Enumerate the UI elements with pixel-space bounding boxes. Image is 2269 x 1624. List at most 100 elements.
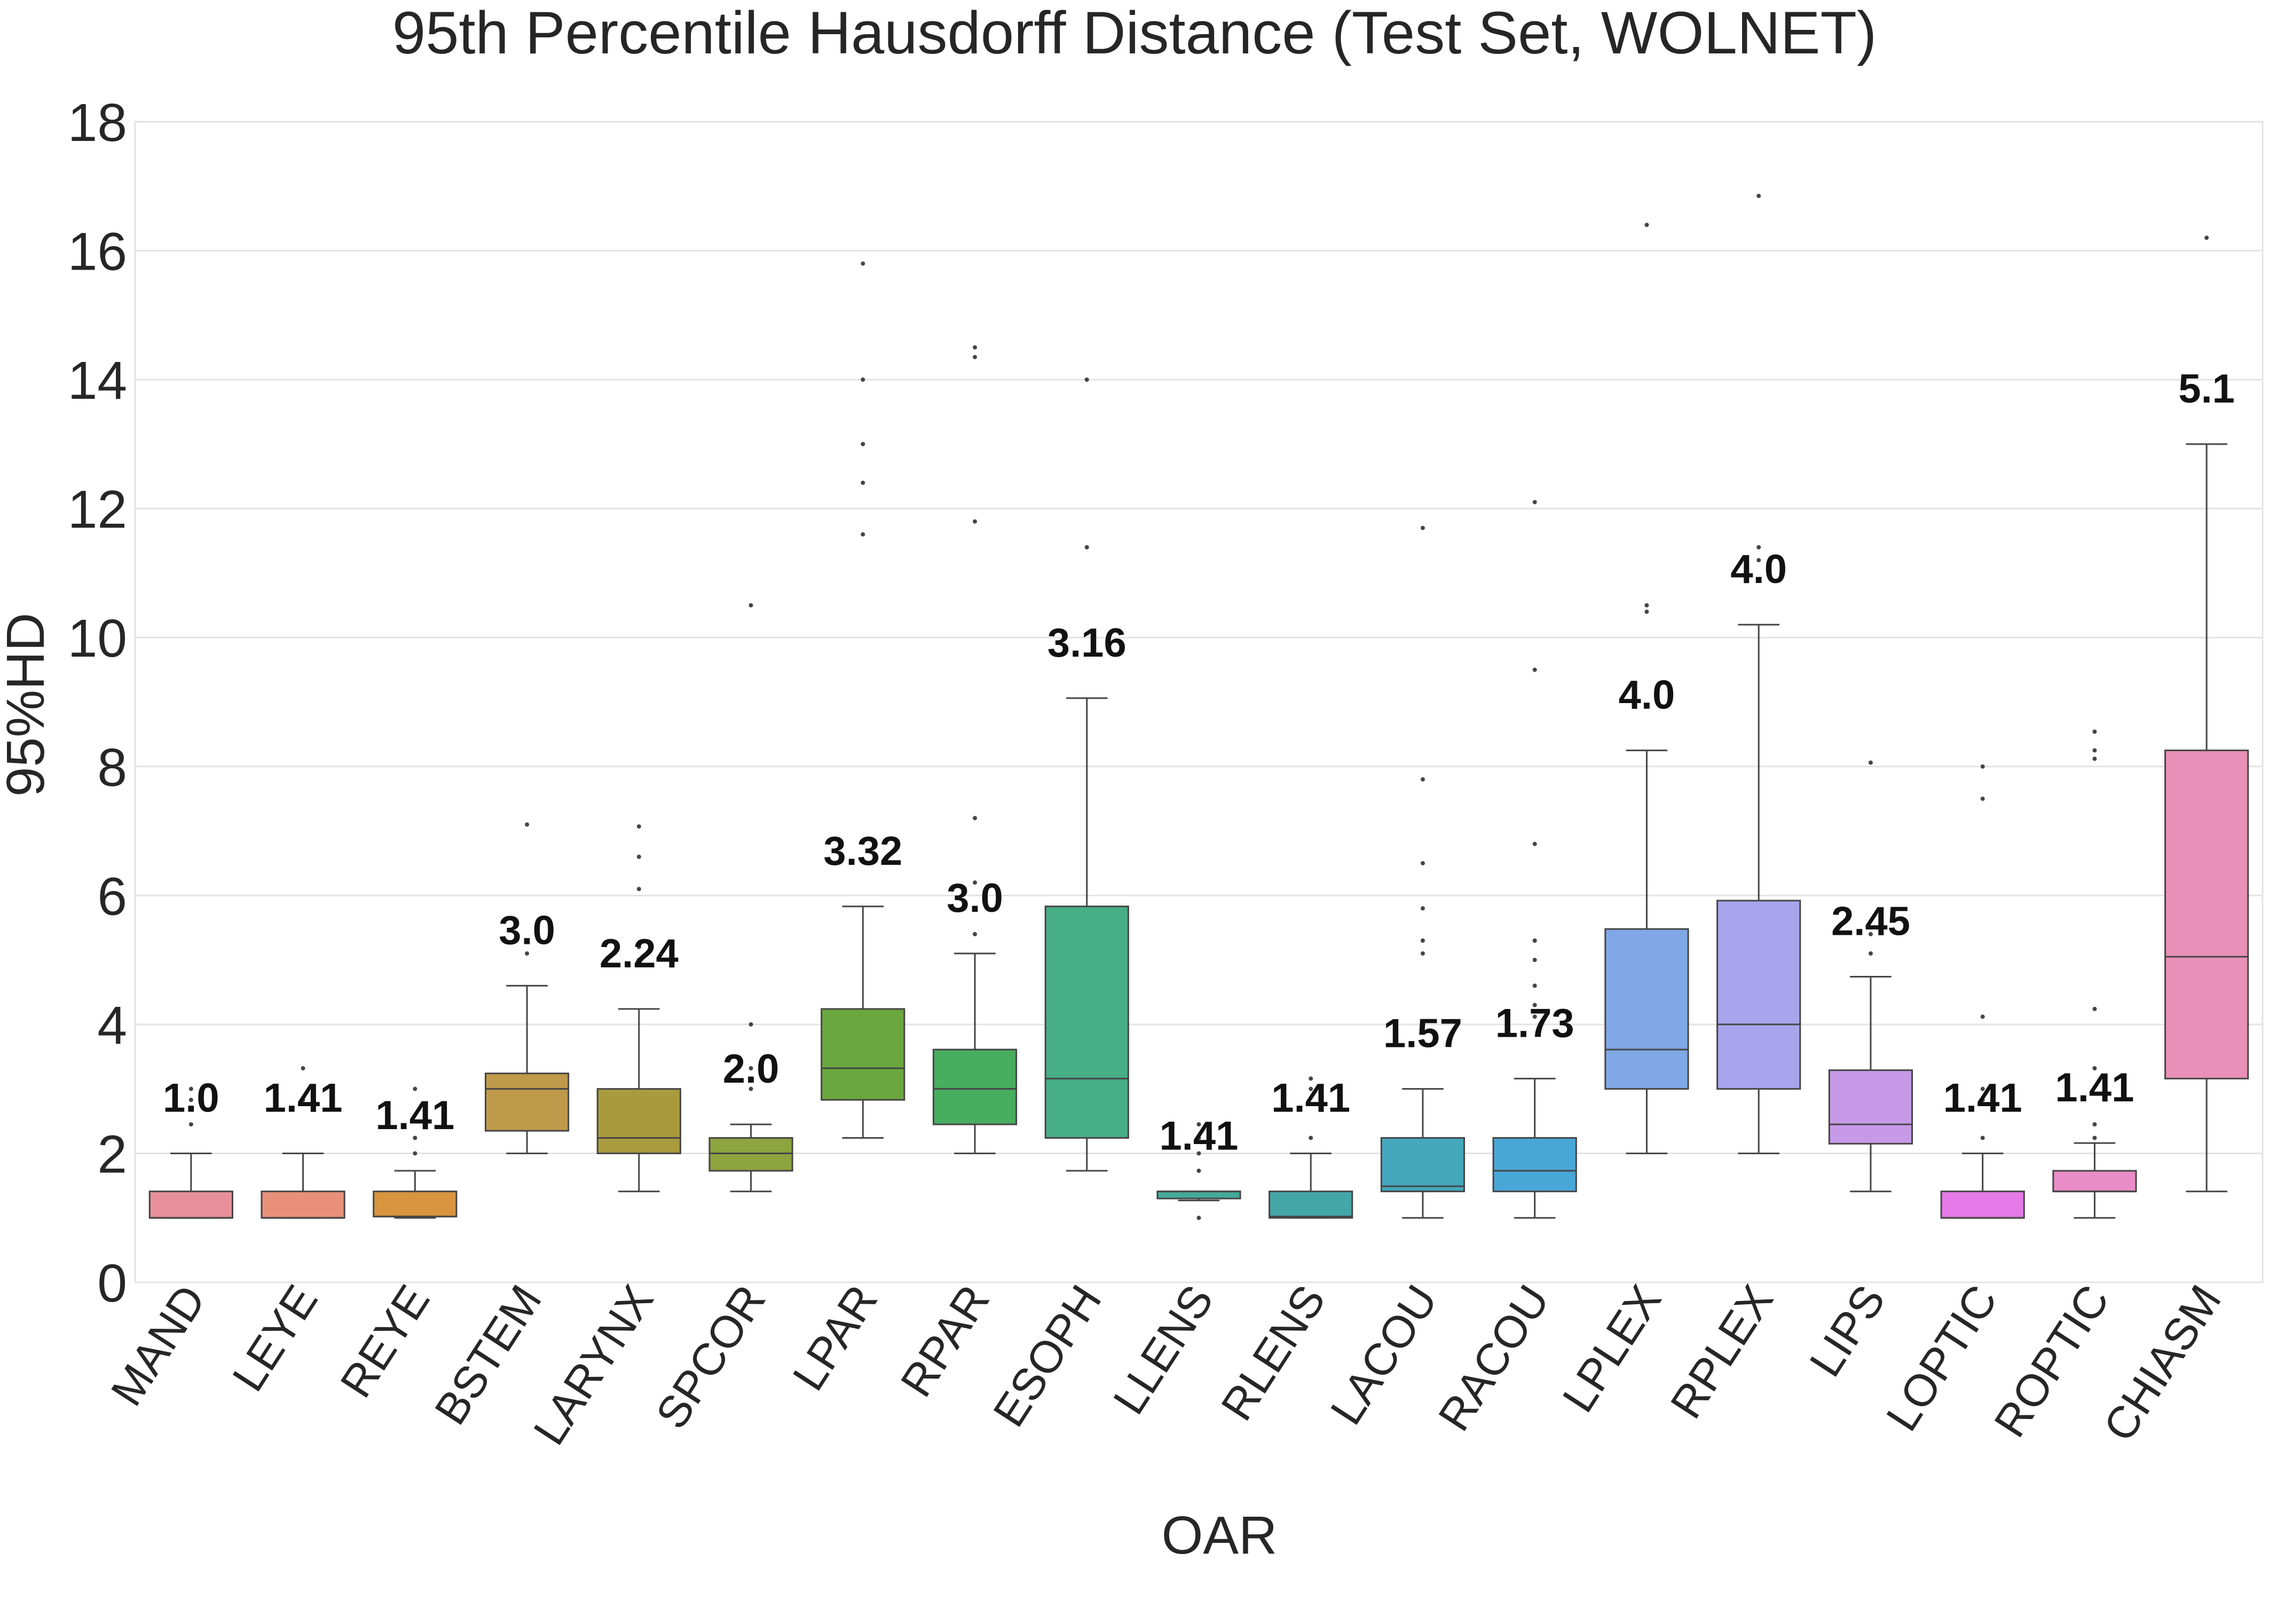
- outlier-point: [973, 816, 978, 821]
- outlier-point: [1756, 558, 1761, 563]
- boxplot-racou: [1492, 500, 1577, 1219]
- box-iqr: [932, 1048, 1018, 1125]
- outlier-point: [1084, 377, 1089, 382]
- y-tick-label: 6: [97, 866, 127, 926]
- median-value-label: 4.0: [1619, 673, 1675, 718]
- outlier-point: [2092, 748, 2097, 753]
- median-value-label: 5.1: [2178, 366, 2235, 412]
- box-iqr: [1492, 1137, 1577, 1193]
- outlier-point: [525, 951, 530, 956]
- x-tick-label: ESOPH: [983, 1276, 1111, 1436]
- outlier-point: [973, 880, 978, 885]
- boxplots: [148, 193, 2249, 1220]
- x-tick-label: RPLEX: [1660, 1276, 1783, 1427]
- outlier-point: [636, 958, 641, 963]
- outlier-point: [525, 822, 530, 827]
- median-value-label: 3.0: [499, 908, 555, 953]
- y-tick-label: 10: [68, 609, 127, 668]
- box-iqr: [261, 1191, 345, 1219]
- outlier-point: [188, 1086, 193, 1091]
- outlier-point: [861, 480, 865, 485]
- x-axis-label: OAR: [1162, 1505, 1278, 1565]
- outlier-point: [1309, 1076, 1313, 1081]
- outlier-point: [1196, 1136, 1201, 1140]
- box-iqr: [2164, 750, 2249, 1079]
- outlier-point: [861, 377, 865, 382]
- outlier-point: [1196, 1216, 1201, 1220]
- box-iqr: [821, 1008, 905, 1101]
- outlier-point: [2092, 729, 2097, 734]
- median-value-label: 3.32: [823, 829, 902, 874]
- boxplot-leye: [261, 1066, 345, 1219]
- outlier-point: [636, 887, 641, 892]
- boxplot-chiasm: [2164, 235, 2249, 1193]
- outlier-point: [2092, 756, 2097, 761]
- boxplot-spcor: [708, 603, 793, 1193]
- y-tick-labels: 0 2 4 6 8 10 12 14 16 18: [68, 93, 127, 1313]
- y-tick-label: 14: [68, 351, 127, 411]
- outlier-point: [973, 354, 978, 359]
- boxplot-lips: [1828, 760, 1913, 1193]
- boxplot-rplex: [1716, 193, 1801, 1154]
- y-tick-label: 2: [97, 1124, 127, 1184]
- x-tick-label: RLENS: [1211, 1276, 1335, 1429]
- outlier-point: [973, 345, 978, 350]
- plot-frame: [134, 121, 2264, 1283]
- outlier-point: [301, 1098, 305, 1102]
- outlier-point: [2092, 1136, 2097, 1140]
- outlier-point: [188, 1098, 193, 1102]
- outlier-point: [1420, 525, 1425, 530]
- chart-title: 95th Percentile Hausdorff Distance (Test…: [392, 0, 1877, 66]
- outlier-point: [1532, 1014, 1537, 1019]
- x-tick-label: RPAR: [891, 1276, 999, 1406]
- median-value-label: 4.0: [1730, 547, 1787, 592]
- median-value-label: 1.41: [1160, 1114, 1239, 1159]
- outlier-point: [1980, 797, 1985, 801]
- outlier-point: [1980, 1098, 1985, 1102]
- box-iqr: [596, 1088, 681, 1154]
- box-iqr: [1604, 928, 1689, 1090]
- median-value-label: 3.16: [1047, 620, 1126, 666]
- boxplot-llens: [1156, 1122, 1241, 1220]
- outlier-point: [1756, 545, 1761, 550]
- box-iqr: [373, 1191, 458, 1218]
- y-tick-label: 0: [97, 1254, 127, 1313]
- boxplot-larynx: [596, 824, 681, 1193]
- outlier-point: [973, 932, 978, 936]
- boxplot-lpar: [821, 261, 905, 1139]
- outlier-point: [1420, 938, 1425, 943]
- outlier-point: [2092, 1122, 2097, 1127]
- outlier-point: [1309, 1086, 1313, 1091]
- x-tick-label: LPLEX: [1553, 1276, 1671, 1421]
- box-iqr: [1828, 1069, 1913, 1145]
- outlier-point: [1532, 667, 1537, 672]
- median-value-label: 1.41: [1271, 1075, 1350, 1121]
- outlier-point: [861, 261, 865, 266]
- outlier-point: [413, 1151, 417, 1156]
- outlier-point: [861, 442, 865, 446]
- outlier-point: [2092, 1006, 2097, 1011]
- outlier-point: [1420, 906, 1425, 911]
- median-value-label: 1.0: [163, 1075, 219, 1121]
- box-iqr: [1380, 1137, 1466, 1193]
- outlier-point: [1532, 983, 1537, 988]
- median-value-label: 1.41: [264, 1075, 343, 1121]
- y-tick-label: 12: [68, 480, 127, 540]
- outlier-point: [188, 1122, 193, 1127]
- outlier-point: [2092, 1066, 2097, 1071]
- y-tick-label: 4: [97, 996, 127, 1055]
- outlier-point: [413, 1086, 417, 1091]
- median-labels: 1.0 1.41 1.41 3.0 2.24 2.0 3.32 3.0 3.16 1.41 1.41…: [163, 366, 2235, 1159]
- boxplot-roptic: [2052, 729, 2137, 1219]
- outlier-point: [1644, 223, 1649, 227]
- boxplot-lplex: [1604, 223, 1689, 1154]
- y-tick-label: 18: [68, 93, 127, 153]
- outlier-point: [1420, 777, 1425, 782]
- outlier-point: [1196, 1122, 1201, 1127]
- box-iqr: [148, 1191, 233, 1219]
- boxplot-mand: [148, 1086, 233, 1219]
- median-value-label: 2.45: [1831, 899, 1910, 944]
- y-tick-label: 8: [97, 738, 127, 798]
